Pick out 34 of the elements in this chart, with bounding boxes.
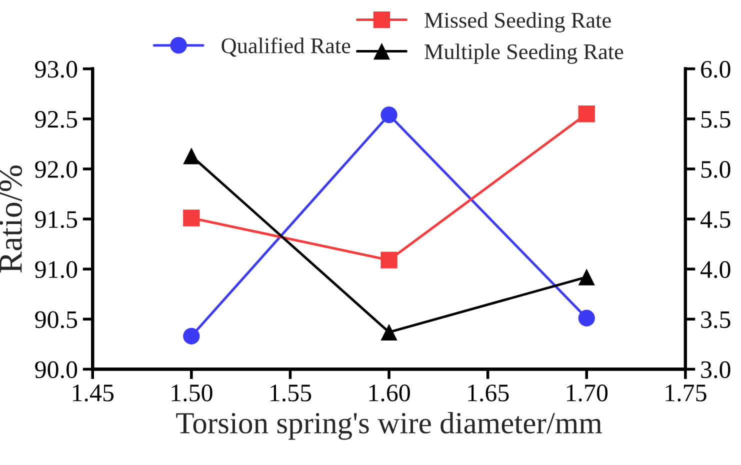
y2-tick-label: 4.5: [700, 211, 730, 228]
y2-tick-label: 3.5: [701, 311, 730, 328]
y-tick-label: 90.5: [35, 311, 78, 328]
x-tick-label: 1.75: [666, 384, 706, 402]
point: [183, 148, 200, 164]
y-tick-label: 93.0: [35, 60, 78, 78]
point: [380, 252, 398, 268]
point: [380, 324, 398, 340]
y2-tick-label: 3.0: [701, 361, 730, 378]
y-tick-label: 92.0: [35, 161, 78, 178]
y2-tick-label: 4.0: [700, 261, 730, 278]
x-tick-label: 1.55: [270, 384, 312, 402]
y-tick-label: 91.5: [35, 211, 78, 228]
x-tick-label: 1.60: [369, 384, 410, 402]
y2-tick-label: 6.0: [701, 60, 730, 78]
x-tick-label: 1.70: [566, 384, 608, 402]
x-tick-label: 1.45: [72, 384, 114, 402]
y-tick-label: 90.0: [35, 361, 78, 378]
legend-label: Qualified Rate: [222, 37, 350, 57]
y-tick-label: 91.0: [35, 261, 78, 278]
point: [380, 106, 398, 124]
point: [183, 328, 200, 344]
point: [183, 210, 200, 226]
y2-tick-label: 5.0: [701, 161, 730, 178]
point: [578, 268, 595, 286]
x-tick-label: 1.65: [468, 384, 509, 402]
point: [578, 106, 595, 122]
y-tick-label: 92.5: [35, 111, 78, 128]
y2-tick-label: 5.5: [701, 111, 730, 128]
legend-label: Multiple Seeding Rate: [424, 44, 624, 64]
x-axis-title: Torsion spring's wire diameter/mm: [176, 412, 602, 440]
x-tick-label: 1.50: [172, 384, 212, 402]
legend-label: Missed Seeding Rate: [424, 12, 611, 32]
point: [578, 310, 595, 326]
